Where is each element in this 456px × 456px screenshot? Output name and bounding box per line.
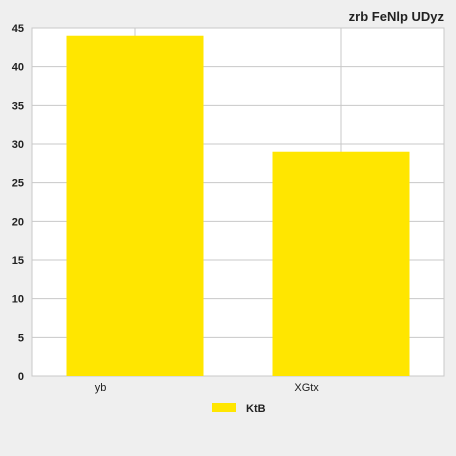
bar-XGtx xyxy=(272,151,410,376)
chart-title: zrb FeNlp UDyz xyxy=(349,9,445,24)
y-tick-label: 20 xyxy=(12,216,24,228)
legend: KtB xyxy=(212,403,266,415)
y-tick-label: 40 xyxy=(12,62,24,74)
y-tick-label: 15 xyxy=(12,255,24,267)
y-axis-ticks: 0 5 10 15 20 25 30 35 40 45 xyxy=(12,23,24,383)
y-tick-label: 0 xyxy=(18,371,24,383)
x-axis-ticks: yb XGtx xyxy=(95,382,320,394)
legend-swatch xyxy=(212,403,236,412)
x-tick-label: yb xyxy=(95,382,107,394)
y-tick-label: 30 xyxy=(12,139,24,151)
y-tick-label: 45 xyxy=(12,23,24,35)
bar-yb xyxy=(66,35,204,376)
x-tick-label: XGtx xyxy=(294,382,319,394)
y-tick-label: 35 xyxy=(12,100,24,112)
y-tick-label: 25 xyxy=(12,178,24,190)
y-tick-label: 10 xyxy=(12,294,24,306)
y-tick-label: 5 xyxy=(18,332,24,344)
legend-label: KtB xyxy=(246,403,266,415)
bars xyxy=(66,35,410,376)
